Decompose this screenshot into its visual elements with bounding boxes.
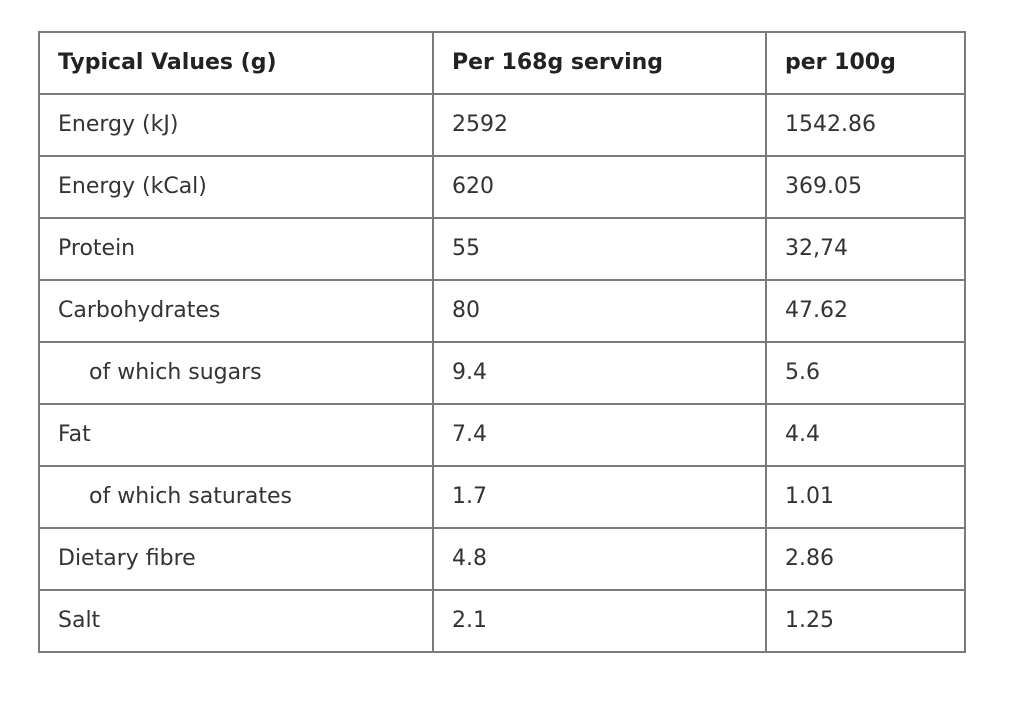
per-serving-value: 7.4 [432,403,767,467]
per-100g-value: 1.01 [765,465,966,529]
nutrient-sub-label: of which saturates [38,465,434,529]
nutrient-label: Carbohydrates [38,279,434,343]
nutrient-label: Salt [38,589,434,653]
per-100g-value: 4.4 [765,403,966,467]
table-row: Protein 55 32,74 [38,217,966,281]
per-100g-value: 47.62 [765,279,966,343]
header-per-100g: per 100g [765,31,966,95]
per-serving-value: 1.7 [432,465,767,529]
nutrient-label: Energy (kCal) [38,155,434,219]
header-typical-values: Typical Values (g) [38,31,434,95]
nutrition-table: Typical Values (g) Per 168g serving per … [38,31,966,653]
table-row: Fat 7.4 4.4 [38,403,966,467]
table-row: Energy (kCal) 620 369.05 [38,155,966,219]
nutrient-label: Fat [38,403,434,467]
table-row: Salt 2.1 1.25 [38,589,966,653]
per-100g-value: 369.05 [765,155,966,219]
per-serving-value: 620 [432,155,767,219]
per-serving-value: 80 [432,279,767,343]
per-100g-value: 2.86 [765,527,966,591]
per-100g-value: 32,74 [765,217,966,281]
per-100g-value: 5.6 [765,341,966,405]
nutrient-label: Dietary fibre [38,527,434,591]
nutrient-sub-label: of which sugars [38,341,434,405]
per-serving-value: 9.4 [432,341,767,405]
per-serving-value: 55 [432,217,767,281]
table-header-row: Typical Values (g) Per 168g serving per … [38,31,966,95]
per-100g-value: 1542.86 [765,93,966,157]
per-serving-value: 4.8 [432,527,767,591]
nutrient-label: Energy (kJ) [38,93,434,157]
per-serving-value: 2592 [432,93,767,157]
per-serving-value: 2.1 [432,589,767,653]
header-per-serving: Per 168g serving [432,31,767,95]
table-row: Dietary fibre 4.8 2.86 [38,527,966,591]
table-row: of which saturates 1.7 1.01 [38,465,966,529]
table-row: Carbohydrates 80 47.62 [38,279,966,343]
nutrient-label: Protein [38,217,434,281]
per-100g-value: 1.25 [765,589,966,653]
table-row: Energy (kJ) 2592 1542.86 [38,93,966,157]
table-row: of which sugars 9.4 5.6 [38,341,966,405]
